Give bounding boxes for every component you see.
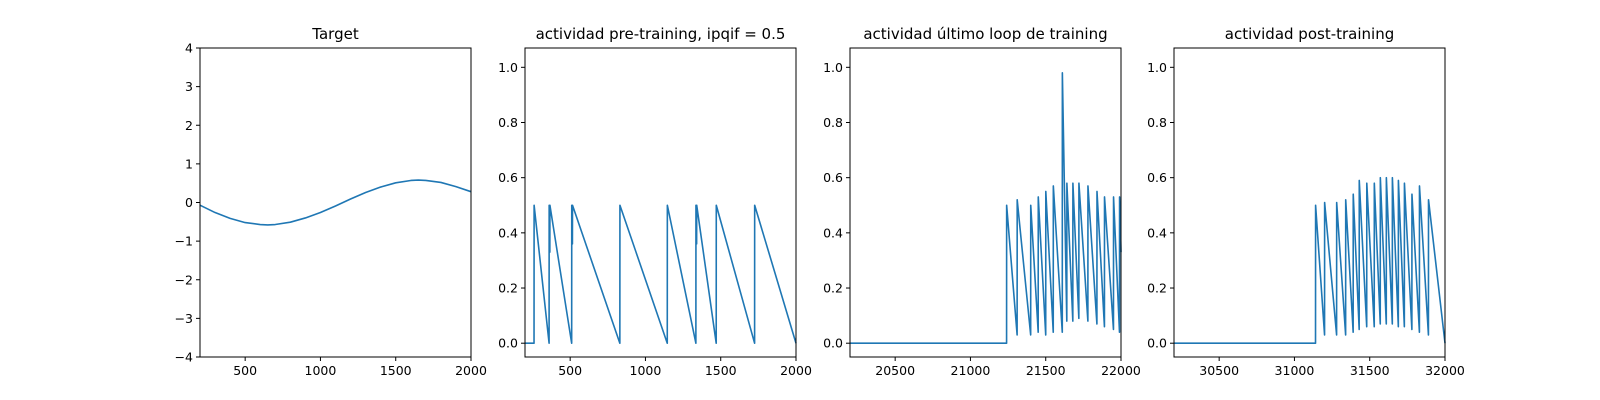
subplot-target: Target 500 1000 1500 2000 −4 −3 −2 −1 0 1 2 3 4 [175, 25, 487, 378]
x-tick-label: 31000 [1275, 363, 1315, 378]
series-line [850, 72, 1122, 345]
y-tick-label: 0.6 [498, 170, 518, 185]
x-tick-label: 30500 [1199, 363, 1239, 378]
subplot-title: actividad post-training [1225, 25, 1394, 43]
axes-frame [199, 47, 472, 358]
axes-frame [849, 47, 1122, 358]
y-tick-label: 0.8 [823, 115, 843, 130]
x-tick-label: 1500 [705, 363, 737, 378]
x-tick-label: 2000 [780, 363, 812, 378]
x-tick-label: 21000 [951, 363, 991, 378]
y-tick-label: 1 [185, 156, 193, 171]
y-tick-label: 0.8 [498, 115, 518, 130]
y-tick-label: 3 [185, 79, 193, 94]
y-tick-label: 0.4 [498, 225, 518, 240]
y-tick-label: 0.4 [823, 225, 843, 240]
subplot-title: actividad último loop de training [863, 25, 1107, 43]
x-tick-label: 31500 [1350, 363, 1390, 378]
y-tick-label: 0 [185, 195, 193, 210]
y-tick-label: −2 [175, 272, 193, 287]
x-tick-label: 500 [233, 363, 257, 378]
y-tick-label: 0.2 [498, 281, 518, 296]
subplot-last-training-loop: actividad último loop de training 20500 21… [823, 25, 1141, 378]
y-tick-label: 0.6 [823, 170, 843, 185]
x-tick-label: 1500 [380, 363, 412, 378]
y-tick-label: 2 [185, 118, 193, 133]
y-tick-label: 0.2 [1147, 281, 1167, 296]
subplot-title: actividad pre-training, ipqif = 0.5 [536, 25, 786, 43]
y-tick-label: 0.2 [823, 281, 843, 296]
y-tick-label: 0.4 [1147, 225, 1167, 240]
x-tick-label: 20500 [875, 363, 915, 378]
subplot-pre-training: actividad pre-training, ipqif = 0.5 500 10… [498, 25, 812, 378]
series-line [199, 179, 472, 226]
y-tick-label: 1.0 [823, 60, 843, 75]
series-line [525, 204, 797, 345]
x-tick-label: 1000 [305, 363, 337, 378]
x-tick-label: 21500 [1026, 363, 1066, 378]
y-tick-label: 0.8 [1147, 115, 1167, 130]
x-tick-label: 22000 [1101, 363, 1141, 378]
axes-frame [524, 47, 797, 358]
subplot-title: Target [311, 25, 359, 43]
y-tick-label: 0.6 [1147, 170, 1167, 185]
x-tick-label: 32000 [1425, 363, 1465, 378]
y-tick-label: 0.0 [1147, 336, 1167, 351]
y-tick-label: 1.0 [1147, 60, 1167, 75]
y-tick-label: −3 [175, 311, 193, 326]
series-line [1174, 176, 1446, 345]
x-tick-label: 500 [558, 363, 582, 378]
y-tick-label: 0.0 [498, 336, 518, 351]
axes-frame [1173, 47, 1446, 358]
x-tick-label: 1000 [630, 363, 662, 378]
subplot-post-training: actividad post-training 30500 31000 31500 32… [1147, 25, 1465, 378]
y-tick-label: −4 [175, 350, 193, 365]
y-tick-label: −1 [175, 234, 193, 249]
y-tick-label: 1.0 [498, 60, 518, 75]
x-tick-label: 2000 [455, 363, 487, 378]
y-tick-label: 0.0 [823, 336, 843, 351]
y-tick-label: 4 [185, 41, 193, 56]
